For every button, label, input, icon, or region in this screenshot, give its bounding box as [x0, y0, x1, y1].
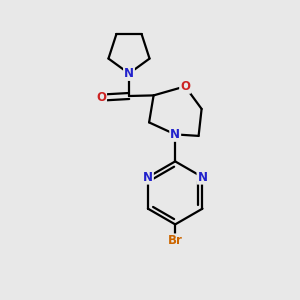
Text: Br: Br	[168, 234, 183, 248]
Text: O: O	[96, 91, 106, 104]
Text: N: N	[124, 67, 134, 80]
Text: O: O	[180, 80, 190, 93]
Text: N: N	[197, 171, 208, 184]
Text: N: N	[143, 171, 153, 184]
Text: N: N	[170, 128, 180, 141]
